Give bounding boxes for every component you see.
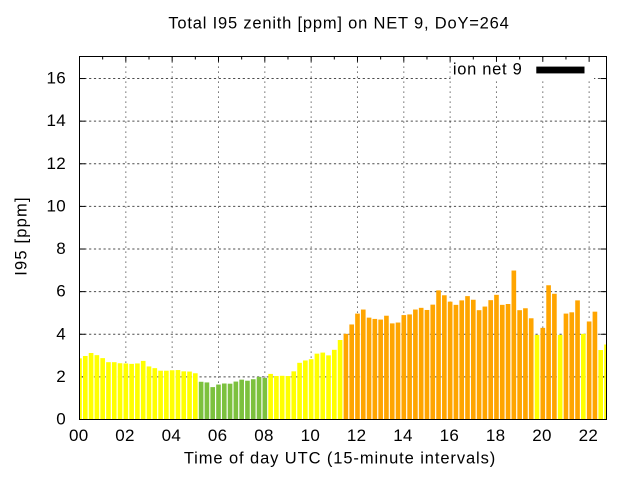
svg-text:18: 18 [486,426,506,445]
svg-text:10: 10 [46,196,66,215]
svg-text:2: 2 [56,367,66,386]
svg-text:12: 12 [347,426,367,445]
svg-text:16: 16 [440,426,460,445]
svg-text:I95 [ppm]: I95 [ppm] [13,196,31,276]
svg-text:14: 14 [393,426,413,445]
svg-text:10: 10 [301,426,321,445]
svg-text:6: 6 [56,282,66,301]
svg-text:Time of day UTC (15-minute int: Time of day UTC (15-minute intervals) [184,450,496,468]
svg-text:0: 0 [56,410,66,429]
svg-text:16: 16 [46,69,66,88]
svg-text:8: 8 [56,239,66,258]
svg-text:00: 00 [69,426,89,445]
svg-text:02: 02 [115,426,135,445]
svg-text:08: 08 [254,426,274,445]
svg-text:06: 06 [208,426,228,445]
svg-text:22: 22 [579,426,599,445]
svg-text:4: 4 [56,324,66,343]
svg-text:12: 12 [46,154,66,173]
svg-text:20: 20 [532,426,552,445]
svg-text:ion net 9: ion net 9 [453,61,523,79]
svg-text:Total I95 zenith [ppm] on NET: Total I95 zenith [ppm] on NET 9, DoY=264 [168,15,509,33]
svg-text:14: 14 [46,111,66,130]
svg-text:04: 04 [162,426,182,445]
